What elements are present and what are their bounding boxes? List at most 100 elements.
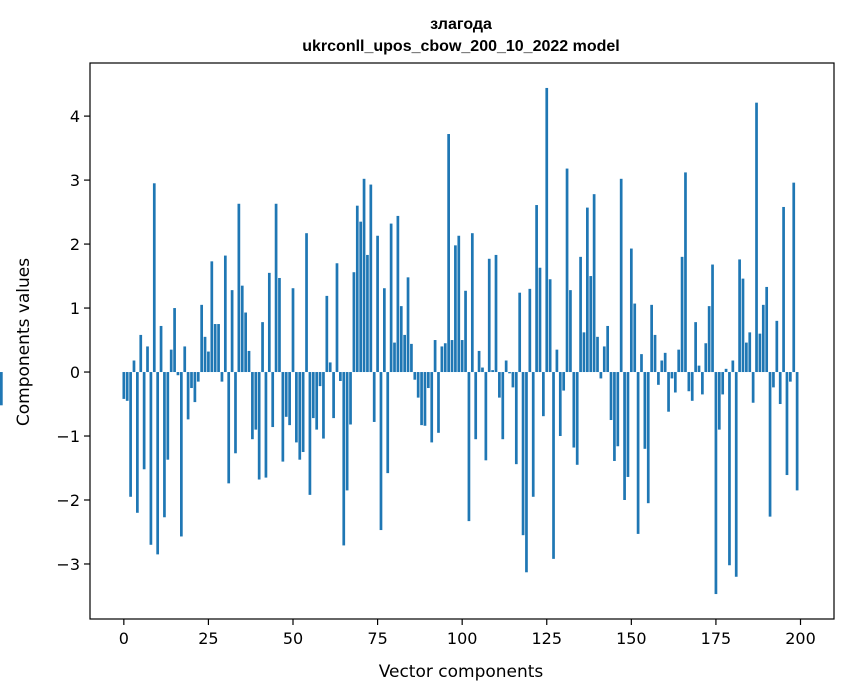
bar — [416, 372, 420, 398]
bar — [413, 372, 417, 380]
x-tick-label: 200 — [785, 629, 816, 648]
bar — [311, 372, 315, 419]
y-tick-label: −1 — [56, 427, 80, 446]
bar — [284, 372, 288, 417]
bar — [230, 290, 234, 373]
bar — [602, 346, 606, 373]
bar — [430, 372, 434, 443]
bar — [156, 372, 160, 555]
bar — [447, 134, 450, 373]
x-tick-label: 125 — [531, 629, 562, 648]
bar — [646, 372, 650, 504]
bar — [125, 372, 129, 401]
bar — [173, 308, 176, 373]
bar — [220, 372, 224, 382]
plot-area-frame — [89, 62, 835, 620]
bar — [318, 372, 322, 387]
bar — [440, 346, 444, 373]
bar — [152, 183, 156, 373]
bar — [420, 372, 423, 426]
bar — [322, 372, 325, 439]
bar — [575, 372, 579, 465]
bar — [254, 372, 258, 430]
bar — [389, 223, 393, 373]
bar — [667, 372, 670, 412]
bar — [487, 258, 491, 373]
bar — [396, 215, 400, 373]
bar — [267, 272, 271, 373]
bar — [129, 372, 132, 497]
bar — [629, 248, 633, 373]
bar — [789, 372, 792, 382]
bar — [180, 372, 183, 537]
bar — [176, 372, 180, 376]
bar — [481, 367, 484, 373]
bar — [450, 340, 454, 373]
bar — [339, 372, 342, 381]
bar — [619, 178, 623, 373]
bar — [640, 354, 643, 373]
bar — [352, 272, 356, 373]
bar — [528, 288, 532, 373]
bar — [724, 368, 728, 373]
bar — [626, 372, 630, 477]
y-axis-ticks: −3 −2 −1 0 1 2 3 4 — [56, 107, 90, 574]
bar — [207, 351, 210, 373]
bar — [514, 372, 518, 465]
bar — [636, 372, 640, 534]
bar — [657, 372, 660, 385]
bar — [579, 256, 582, 373]
bar — [288, 372, 291, 426]
bar — [149, 372, 153, 545]
y-tick-label: 1 — [70, 299, 80, 318]
bar — [443, 343, 447, 373]
bar — [751, 372, 755, 403]
bar — [569, 290, 572, 373]
bar — [525, 372, 528, 573]
bar — [399, 306, 403, 373]
bar — [714, 372, 718, 595]
bar — [210, 261, 214, 373]
bar — [552, 372, 555, 559]
bar — [163, 372, 166, 518]
bar — [423, 372, 427, 426]
bar — [741, 278, 745, 373]
bar — [494, 254, 498, 373]
bar — [355, 205, 359, 373]
bar — [437, 372, 440, 433]
bar — [261, 322, 264, 373]
bar — [132, 360, 136, 373]
bar — [704, 343, 708, 373]
bar — [190, 372, 193, 389]
x-tick-label: 75 — [367, 629, 387, 648]
bar — [457, 235, 461, 373]
bar — [376, 235, 379, 373]
bar — [558, 372, 562, 437]
bar — [728, 372, 731, 566]
bar — [548, 279, 552, 373]
bar — [670, 372, 674, 379]
bar — [765, 286, 769, 373]
bar — [298, 372, 302, 460]
bar — [474, 372, 478, 440]
bar — [758, 333, 762, 373]
bar — [366, 254, 369, 373]
bar — [196, 372, 200, 382]
bar — [565, 168, 569, 373]
bar — [484, 372, 488, 461]
bar — [426, 372, 430, 389]
bar — [707, 306, 711, 373]
bar — [237, 203, 241, 373]
bar — [328, 362, 332, 373]
bar — [383, 288, 386, 373]
bar — [349, 372, 352, 425]
bar — [470, 233, 474, 373]
bar — [555, 349, 559, 373]
bar — [406, 277, 410, 373]
bar — [257, 372, 261, 480]
bar — [291, 288, 295, 373]
bar — [169, 349, 173, 373]
bar — [673, 372, 677, 393]
bar — [687, 372, 691, 392]
